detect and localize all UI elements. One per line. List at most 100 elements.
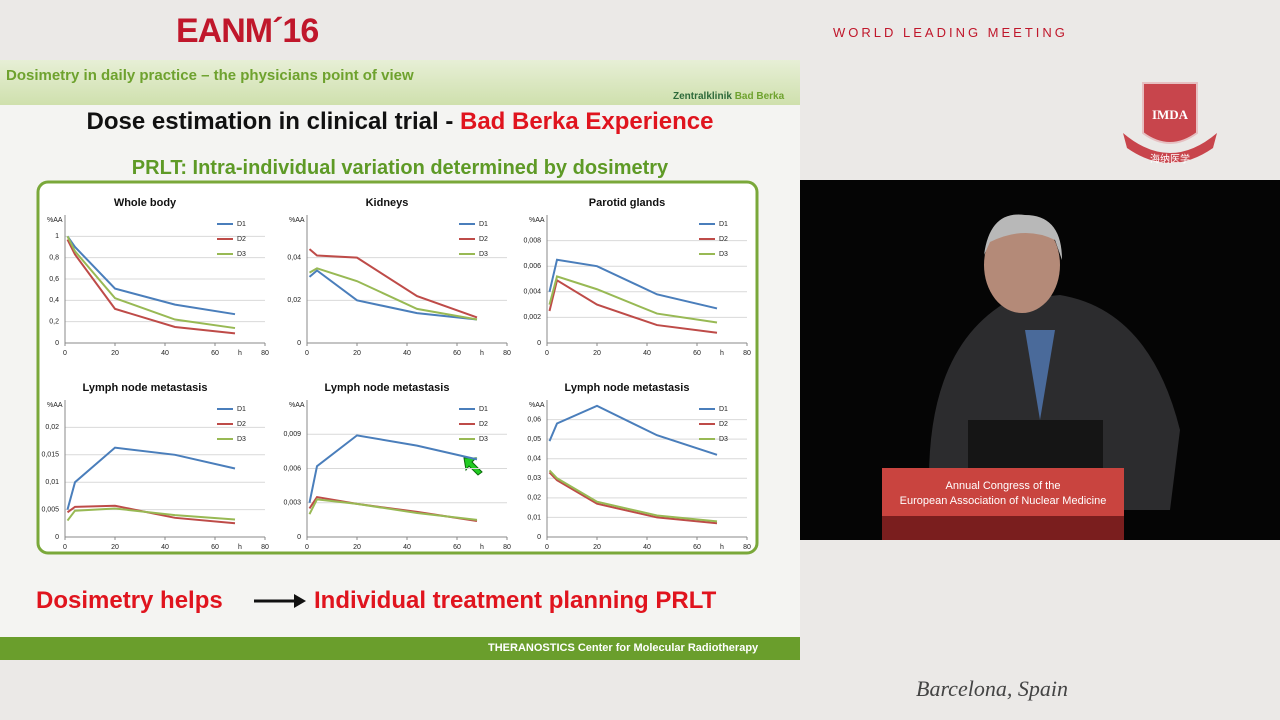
y-axis-label: %AA xyxy=(47,217,63,224)
data-line xyxy=(309,267,478,321)
y-tick-label: 0,009 xyxy=(283,431,301,438)
y-tick-label: 0,8 xyxy=(49,255,59,262)
data-line xyxy=(66,507,236,522)
x-axis-label: h xyxy=(720,350,724,357)
clinic: Zentralklinik Bad Berka xyxy=(673,91,784,102)
x-axis-label: h xyxy=(238,544,242,551)
data-line xyxy=(548,275,718,324)
podium xyxy=(882,516,1124,540)
chart-title: Parotid glands xyxy=(589,197,665,209)
slide-topic: Dosimetry in daily practice – the physic… xyxy=(6,67,414,84)
y-axis-label: %AA xyxy=(289,402,305,409)
legend-label: D3 xyxy=(237,436,246,443)
x-axis-label: h xyxy=(480,350,484,357)
y-axis-label: %AA xyxy=(289,217,305,224)
logo-shield xyxy=(1142,82,1198,144)
speaker-tie xyxy=(1025,330,1055,420)
x-tick-label: 40 xyxy=(161,544,169,551)
conclusion-left: Dosimetry helps xyxy=(36,587,223,614)
x-tick-label: 60 xyxy=(453,544,461,551)
legend-label: D1 xyxy=(237,221,246,228)
legend-label: D3 xyxy=(479,436,488,443)
logo-subtitle: 海纳医学 xyxy=(1150,153,1190,166)
x-tick-label: 60 xyxy=(693,350,701,357)
y-tick-label: 0,02 xyxy=(287,297,301,304)
charts: Whole body %AA h 0 0,2 0,4 0,6 0,8 1 0 20 40 60 80 D1 D… xyxy=(36,180,759,555)
legend-label: D2 xyxy=(719,236,728,243)
laptop xyxy=(968,420,1103,470)
video: Annual Congress of the European Associat… xyxy=(800,180,1280,540)
x-tick-label: 80 xyxy=(503,350,511,357)
legend-label: D3 xyxy=(719,251,728,258)
y-tick-label: 0,008 xyxy=(523,237,541,244)
y-tick-label: 0,01 xyxy=(527,514,541,521)
chart-frame xyxy=(36,180,759,555)
chart-title: Lymph node metastasis xyxy=(565,382,690,394)
data-line xyxy=(548,469,718,523)
x-tick-label: 60 xyxy=(693,544,701,551)
x-tick-label: 0 xyxy=(545,544,549,551)
legend-label: D1 xyxy=(719,406,728,413)
y-axis-label: %AA xyxy=(529,217,545,224)
x-tick-label: 80 xyxy=(261,350,269,357)
legend-label: D1 xyxy=(237,406,246,413)
y-tick-label: 0,02 xyxy=(527,495,541,502)
x-tick-label: 60 xyxy=(453,350,461,357)
x-axis-label: h xyxy=(480,544,484,551)
x-axis-label: h xyxy=(238,350,242,357)
x-tick-label: 0 xyxy=(63,544,67,551)
arrow-head xyxy=(294,594,306,608)
x-tick-label: 60 xyxy=(211,544,219,551)
x-tick-label: 20 xyxy=(111,544,119,551)
data-line xyxy=(308,248,478,319)
x-tick-label: 40 xyxy=(403,350,411,357)
x-tick-label: 40 xyxy=(403,544,411,551)
y-tick-label: 0,002 xyxy=(523,314,541,321)
x-tick-label: 20 xyxy=(593,544,601,551)
y-tick-label: 0,005 xyxy=(41,506,59,513)
y-tick-label: 0 xyxy=(55,340,59,347)
brand: EANM´16 xyxy=(176,12,319,50)
x-tick-label: 40 xyxy=(643,544,651,551)
conclusion-right: Individual treatment planning PRLT xyxy=(314,587,717,614)
slide-footer-band xyxy=(0,637,800,660)
y-tick-label: 0,006 xyxy=(523,263,541,270)
y-tick-label: 0,01 xyxy=(45,479,59,486)
y-tick-label: 0 xyxy=(55,534,59,541)
title-main: Dose estimation in clinical trial - xyxy=(86,108,454,135)
podium-line2: European Association of Nuclear Medicine xyxy=(900,495,1107,507)
y-tick-label: 0 xyxy=(537,534,541,541)
slide-title: Dose estimation in clinical trial - Bad … xyxy=(0,108,800,136)
data-line xyxy=(66,235,236,316)
legend-label: D2 xyxy=(479,421,488,428)
x-tick-label: 0 xyxy=(305,350,309,357)
legend-label: D1 xyxy=(479,406,488,413)
y-tick-label: 0 xyxy=(297,340,301,347)
y-tick-label: 1 xyxy=(55,233,59,240)
location: Barcelona, Spain xyxy=(916,676,1068,701)
podium-sign xyxy=(882,468,1124,516)
y-tick-label: 0,015 xyxy=(41,452,59,459)
x-tick-label: 0 xyxy=(545,350,549,357)
legend-label: D2 xyxy=(237,236,246,243)
data-line xyxy=(308,498,478,521)
clinic-name: Zentralklinik xyxy=(673,91,732,102)
y-axis-label: %AA xyxy=(529,402,545,409)
slide-header-band xyxy=(0,60,800,105)
x-tick-label: 20 xyxy=(353,544,361,551)
slide-subtitle: PRLT: Intra-individual variation determi… xyxy=(131,157,669,179)
x-tick-label: 80 xyxy=(743,350,751,357)
data-line xyxy=(548,258,718,310)
y-tick-label: 0 xyxy=(297,534,301,541)
data-line xyxy=(548,404,718,456)
logo: IMDA 海纳医学 xyxy=(1123,82,1217,166)
y-tick-label: 0 xyxy=(537,340,541,347)
y-tick-label: 0,6 xyxy=(49,276,59,283)
x-tick-label: 0 xyxy=(305,544,309,551)
chart-title: Lymph node metastasis xyxy=(83,382,208,394)
y-tick-label: 0,2 xyxy=(49,319,59,326)
x-tick-label: 40 xyxy=(643,350,651,357)
x-tick-label: 0 xyxy=(63,350,67,357)
data-line xyxy=(66,504,236,525)
